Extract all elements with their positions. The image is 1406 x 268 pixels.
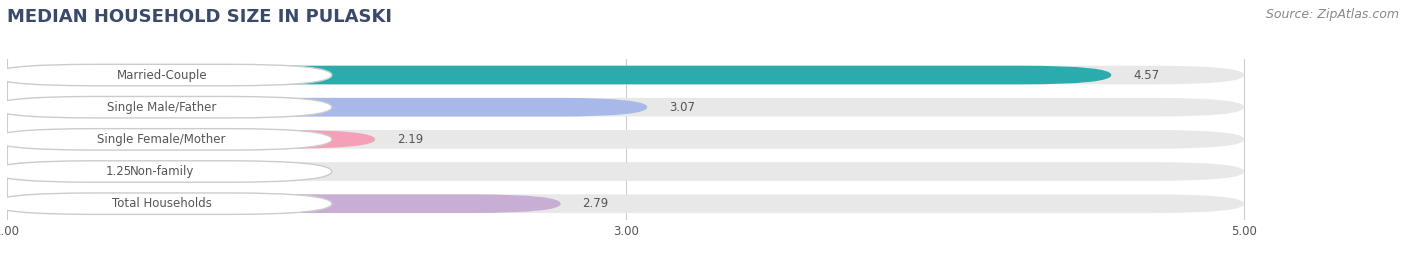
FancyBboxPatch shape (7, 194, 561, 213)
FancyBboxPatch shape (0, 129, 332, 150)
FancyBboxPatch shape (7, 194, 1244, 213)
FancyBboxPatch shape (0, 162, 97, 181)
FancyBboxPatch shape (0, 96, 332, 118)
Text: MEDIAN HOUSEHOLD SIZE IN PULASKI: MEDIAN HOUSEHOLD SIZE IN PULASKI (7, 8, 392, 26)
FancyBboxPatch shape (7, 98, 1244, 117)
FancyBboxPatch shape (0, 193, 332, 214)
Text: Non-family: Non-family (129, 165, 194, 178)
Text: 1.25: 1.25 (105, 165, 132, 178)
FancyBboxPatch shape (7, 98, 647, 117)
FancyBboxPatch shape (0, 64, 332, 86)
FancyBboxPatch shape (7, 66, 1111, 84)
FancyBboxPatch shape (7, 162, 1244, 181)
FancyBboxPatch shape (7, 130, 1244, 149)
Text: 2.19: 2.19 (396, 133, 423, 146)
FancyBboxPatch shape (0, 161, 332, 182)
Text: Total Households: Total Households (111, 197, 212, 210)
Text: 2.79: 2.79 (582, 197, 609, 210)
Text: Single Female/Mother: Single Female/Mother (97, 133, 226, 146)
FancyBboxPatch shape (7, 130, 375, 149)
Text: Source: ZipAtlas.com: Source: ZipAtlas.com (1265, 8, 1399, 21)
Text: 4.57: 4.57 (1133, 69, 1159, 81)
FancyBboxPatch shape (7, 66, 1244, 84)
Text: Single Male/Father: Single Male/Father (107, 101, 217, 114)
Text: Married-Couple: Married-Couple (117, 69, 207, 81)
Text: 3.07: 3.07 (669, 101, 695, 114)
